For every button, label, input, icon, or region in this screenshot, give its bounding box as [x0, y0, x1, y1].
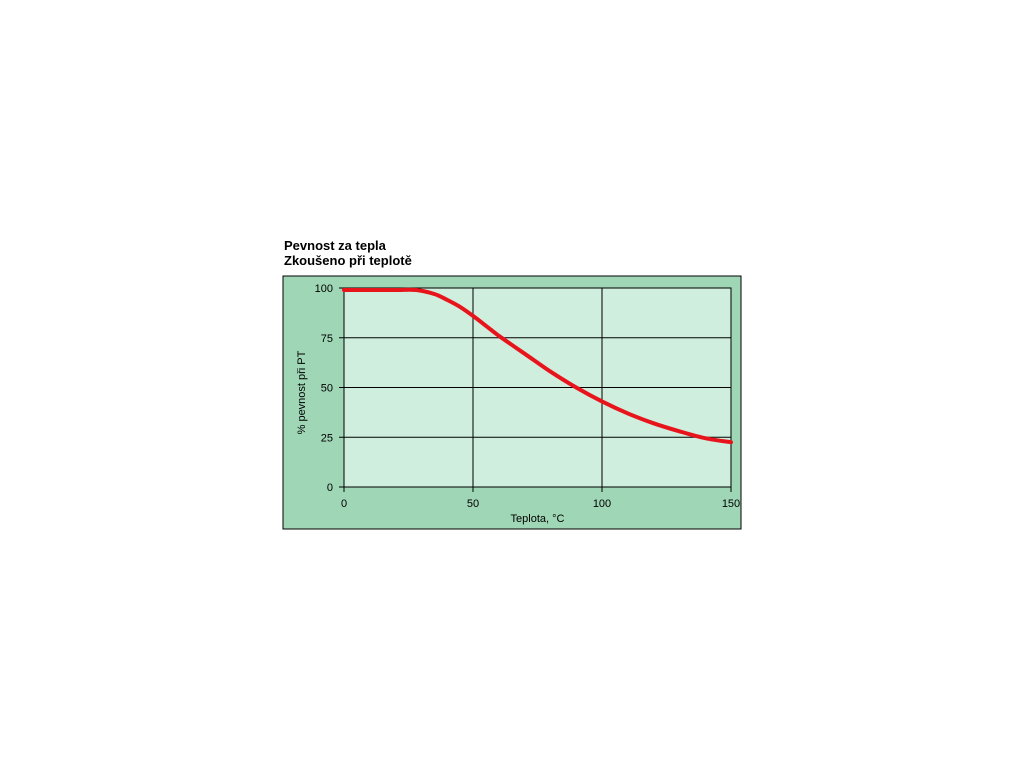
x-tick-label: 150: [722, 498, 740, 510]
y-axis-label: % pevnost při PT: [296, 350, 308, 434]
tick-labels: 0 25 50 75 100 0 50 100 150: [315, 283, 741, 510]
chart-title: Pevnost za tepla: [284, 238, 386, 253]
y-tick-label: 0: [327, 482, 333, 494]
y-tick-label: 75: [321, 333, 333, 345]
chart-subtitle: Zkoušeno při teplotě: [284, 253, 412, 268]
x-axis-label: Teplota, °C: [511, 513, 565, 525]
x-tick-label: 100: [593, 498, 611, 510]
y-tick-label: 25: [321, 432, 333, 444]
y-tick-label: 100: [315, 283, 333, 295]
x-tick-label: 0: [341, 498, 347, 510]
y-tick-label: 50: [321, 383, 333, 395]
chart-titles: Pevnost za tepla Zkoušeno při teplotě: [284, 238, 412, 268]
x-tick-label: 50: [467, 498, 479, 510]
grid-lines: [339, 287, 732, 492]
series-line: [342, 287, 733, 445]
